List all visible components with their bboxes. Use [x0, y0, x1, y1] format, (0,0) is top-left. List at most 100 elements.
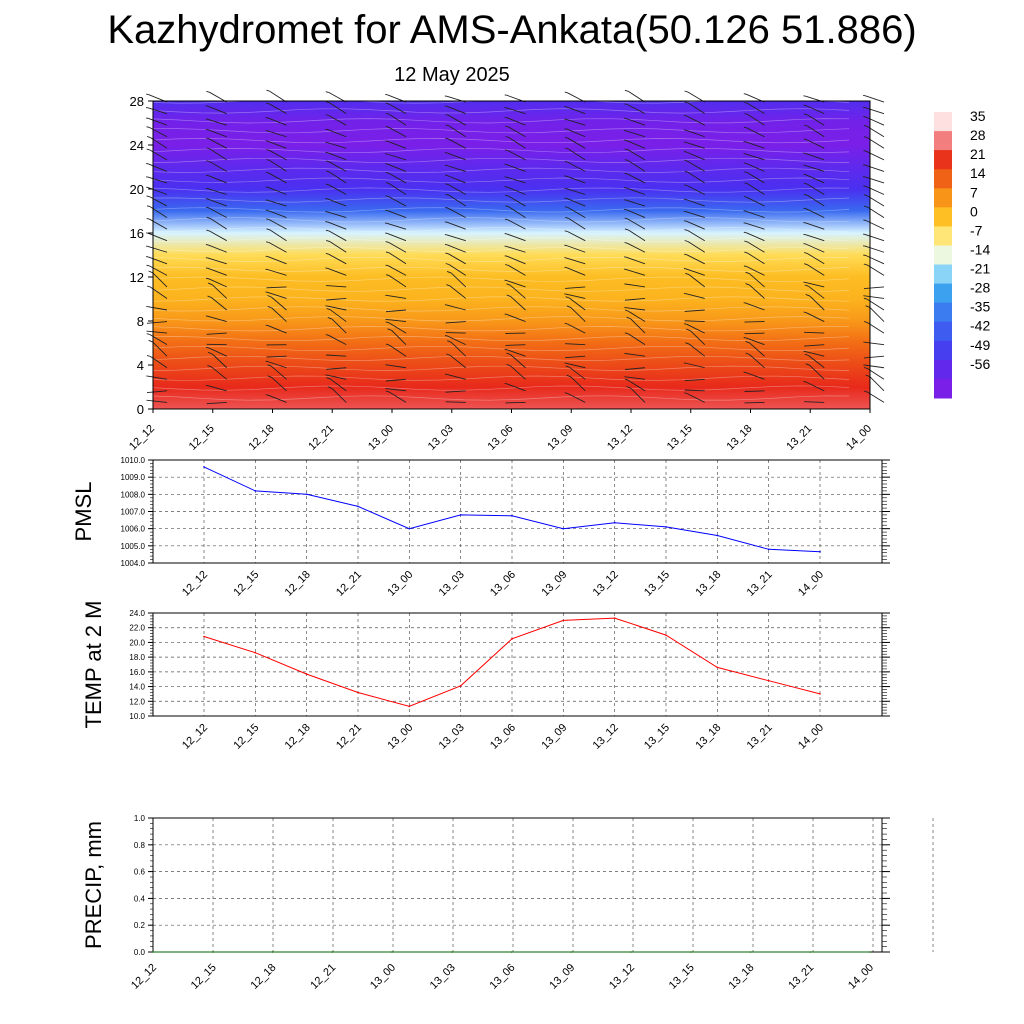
wind-barb-feather	[863, 124, 868, 127]
wind-barb	[208, 278, 227, 288]
wind-barb	[328, 334, 347, 346]
wind-barb	[625, 268, 646, 276]
pmsl-y-tick-label: 1009.0	[121, 473, 146, 482]
wind-barb-feather	[803, 243, 807, 245]
colorbar-swatch	[934, 302, 952, 323]
precip-y-tick-label: 1.0	[134, 814, 146, 823]
contour-line	[152, 365, 850, 371]
wind-barb	[147, 390, 168, 394]
wind-barb	[207, 267, 227, 276]
wind-barb	[328, 184, 347, 195]
precip-x-tick-label: 12_18	[249, 962, 279, 992]
wind-barb-feather	[803, 173, 807, 176]
wind-barb-feather	[206, 137, 210, 140]
wind-barb-feather	[265, 102, 270, 105]
wind-barb-feather	[624, 89, 629, 92]
contour-line	[152, 296, 850, 302]
precip-x-tick-label: 13_18	[727, 962, 757, 992]
wind-barb	[391, 330, 407, 345]
wind-barb	[211, 284, 228, 299]
pmsl-point	[665, 526, 667, 528]
wind-barb	[388, 126, 407, 138]
wind-barb	[210, 366, 228, 380]
wind-barb	[745, 302, 765, 311]
heatmap-x-tick-label: 12_18	[247, 423, 277, 453]
wind-barb-feather	[385, 182, 390, 185]
pmsl-x-tick-label: 12_18	[283, 569, 313, 599]
wind-barb-feather	[206, 229, 210, 232]
wind-barb	[450, 272, 467, 288]
temp-2m-x-tick-label: 13_03	[437, 722, 467, 752]
wind-barb-feather	[325, 252, 329, 255]
wind-barb	[744, 401, 765, 404]
temp-2m-x-tick-label: 12_18	[283, 722, 313, 752]
wind-barb	[627, 310, 646, 322]
wind-barb	[568, 217, 586, 230]
heatmap-y-tick-label: 12	[130, 270, 144, 285]
pmsl-point	[562, 527, 565, 530]
pmsl-x-tick-label: 14_00	[796, 569, 826, 599]
wind-barb	[685, 211, 705, 219]
pmsl-x-tick-label: 13_12	[591, 569, 621, 599]
wind-barb	[745, 141, 765, 149]
wind-barb	[686, 323, 705, 334]
wind-barb	[745, 153, 765, 161]
wind-barb	[808, 285, 825, 299]
wind-barb	[745, 222, 765, 230]
wind-barb	[566, 128, 586, 138]
wind-barb	[448, 184, 466, 195]
wind-barb-feather	[506, 294, 511, 298]
wind-barb	[386, 309, 407, 313]
colorbar-label: 7	[970, 184, 978, 200]
contour-line	[152, 217, 850, 223]
wind-barb	[148, 117, 168, 126]
wind-barb-feather	[565, 365, 570, 368]
colorbar-label: -14	[970, 241, 990, 257]
wind-barb	[747, 252, 765, 265]
wind-barb	[749, 354, 765, 369]
wind-barb	[506, 186, 526, 195]
wind-barb	[328, 230, 347, 242]
temp-2m-point	[613, 617, 616, 619]
wind-barb	[388, 103, 407, 115]
wind-barb	[507, 150, 526, 161]
wind-barb-feather	[146, 205, 151, 208]
wind-barb-feather	[445, 252, 449, 255]
colorbar-swatch	[934, 245, 952, 266]
colorbar-label: -21	[970, 261, 990, 277]
wind-barb	[806, 208, 825, 219]
contour-line	[152, 326, 850, 332]
wind-barb	[626, 173, 646, 184]
wind-barb	[685, 129, 705, 138]
wind-barb	[386, 378, 407, 382]
contour-line	[152, 197, 850, 203]
wind-barb	[626, 140, 646, 149]
wind-barb-feather	[624, 242, 628, 244]
temp-2m-point	[716, 666, 719, 669]
temp-2m-point	[562, 619, 565, 622]
wind-barb	[206, 332, 227, 335]
wind-barb-feather	[146, 354, 151, 357]
wind-barb-feather	[267, 295, 272, 298]
wind-barb-feather	[505, 205, 509, 208]
wind-barb	[329, 309, 347, 322]
wind-barb	[567, 392, 586, 403]
wind-barb	[506, 255, 526, 265]
wind-barb	[510, 354, 526, 369]
wind-barb	[625, 367, 646, 370]
wind-barb	[329, 171, 347, 184]
wind-barb	[567, 323, 586, 334]
contour-line	[152, 157, 850, 163]
pmsl-x-tick-label: 13_09	[539, 569, 569, 599]
chart-title: Kazhydromet for AMS-Ankata(50.126 51.886…	[107, 8, 917, 52]
wind-barb-feather	[803, 104, 807, 107]
pmsl-x-tick-label: 12_21	[334, 569, 364, 599]
wind-barb-feather	[743, 93, 747, 95]
wind-barb-feather	[624, 228, 629, 231]
wind-barb	[267, 325, 287, 334]
wind-barb-feather	[564, 161, 568, 163]
precip-x-tick-label: 13_09	[547, 962, 577, 992]
wind-barb	[386, 294, 407, 299]
wind-barb	[447, 105, 466, 115]
wind-barb	[625, 298, 646, 301]
